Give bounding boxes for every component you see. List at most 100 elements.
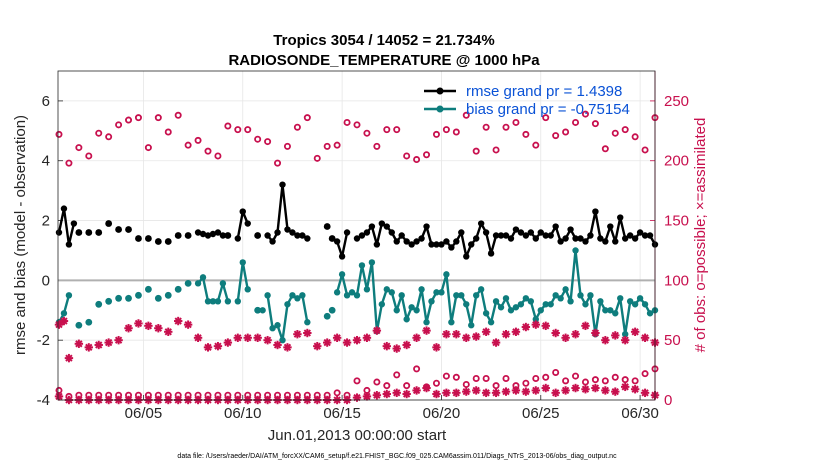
assimilated-marker — [173, 316, 183, 326]
assimilated-marker — [54, 320, 64, 329]
assimilated-marker — [352, 393, 362, 402]
assimilated-marker — [571, 330, 580, 339]
assimilated-marker — [640, 388, 650, 398]
possible-marker — [224, 122, 232, 130]
footer-data-file: data file: /Users/raeder/DAI/ATM_forcXX/… — [177, 453, 617, 460]
assimilated-marker-stroke — [303, 329, 312, 337]
bias-point — [264, 292, 271, 299]
bias-point — [502, 295, 510, 302]
assimilated-marker — [402, 340, 411, 350]
assimilated-marker — [223, 338, 233, 347]
rmse-point — [264, 232, 271, 239]
bias-point — [517, 301, 525, 308]
rmse-point — [244, 220, 251, 227]
bias-point — [164, 291, 172, 299]
assimilated-marker-stroke — [184, 320, 192, 329]
rmse-point — [174, 232, 182, 239]
bias-point — [115, 294, 122, 302]
bias-point — [199, 274, 207, 281]
assimilated-marker-stroke — [343, 338, 351, 347]
rmse-point — [95, 229, 103, 236]
possible-marker — [214, 152, 222, 160]
assimilated-marker-stroke — [313, 342, 321, 350]
rmse-point — [75, 229, 83, 236]
y-axis-left: -4 -2 0 2 4 6 — [37, 93, 63, 409]
bias-point — [532, 316, 539, 323]
assimilated-marker — [630, 327, 640, 337]
bias-point — [562, 286, 569, 293]
x-axis-label: Jun.01,2013 00:00:00 start — [268, 427, 447, 444]
bias-point — [403, 316, 410, 323]
possible-marker — [85, 152, 93, 160]
rmse-point — [428, 241, 435, 248]
bias-point — [438, 289, 445, 296]
assimilated-marker-stroke — [502, 387, 510, 396]
assimilated-marker — [322, 338, 332, 347]
bias-point — [154, 294, 162, 302]
assimilated-marker — [233, 333, 242, 342]
rmse-point — [572, 235, 579, 242]
bias-point — [95, 300, 103, 308]
assimilated-marker — [362, 392, 372, 401]
assimilated-marker-stroke — [591, 329, 600, 337]
assimilated-marker — [412, 333, 421, 342]
assimilated-marker — [491, 338, 501, 347]
rmse-point — [304, 235, 311, 242]
bias-point — [492, 298, 500, 305]
possible-marker — [631, 377, 639, 385]
assimilated-marker — [203, 343, 213, 352]
assimilated-marker — [640, 333, 650, 342]
assimilated-marker — [154, 324, 163, 333]
bias-point — [254, 306, 262, 314]
y-tick-label: 6 — [42, 93, 50, 110]
bias-point — [527, 298, 535, 305]
assimilated-marker — [581, 321, 590, 331]
legend-rmse-marker — [436, 87, 444, 95]
y-right-tick-label: 100 — [664, 272, 689, 289]
bias-point — [388, 289, 395, 296]
rmse-point — [135, 235, 142, 242]
x-tick-label: 06/05 — [125, 405, 163, 422]
possible-marker — [204, 147, 212, 155]
bias-point — [567, 298, 574, 305]
rmse-point — [65, 241, 73, 248]
bias-point — [621, 331, 629, 338]
assimilated-marker — [273, 340, 282, 350]
possible-marker — [293, 123, 301, 131]
rmse-point — [413, 238, 420, 245]
bias-point — [323, 312, 331, 320]
rmse-point — [105, 220, 113, 227]
rmse-point — [448, 244, 455, 251]
assimilated-marker-stroke — [253, 334, 262, 342]
bias-point — [607, 307, 614, 314]
bias-point — [547, 301, 554, 308]
possible-marker — [125, 116, 133, 124]
possible-marker — [532, 374, 540, 382]
assimilated-marker-stroke — [353, 336, 361, 344]
bias-point — [304, 319, 311, 326]
possible-marker — [442, 126, 450, 134]
possible-marker — [492, 382, 500, 390]
assimilated-marker — [114, 335, 123, 345]
assimilated-marker-stroke — [561, 334, 570, 342]
possible-marker — [452, 373, 460, 381]
possible-marker — [572, 118, 580, 126]
possible-marker — [333, 141, 341, 149]
bias-point — [612, 310, 619, 317]
assimilated-marker — [104, 338, 113, 347]
bias-point — [274, 322, 281, 329]
rmse-point — [204, 232, 212, 239]
rmse-point — [219, 232, 227, 239]
bias-point — [174, 285, 182, 293]
possible-marker — [482, 123, 490, 131]
rmse-point — [636, 229, 644, 236]
assimilated-marker — [183, 320, 193, 329]
possible-marker — [621, 126, 629, 134]
assimilated-marker-stroke — [363, 392, 371, 401]
assimilated-marker-stroke — [641, 334, 649, 342]
possible-marker — [244, 126, 252, 134]
possible-marker — [611, 373, 619, 381]
possible-marker — [105, 133, 113, 141]
data-marks — [54, 110, 660, 405]
assimilated-marker — [84, 343, 93, 352]
